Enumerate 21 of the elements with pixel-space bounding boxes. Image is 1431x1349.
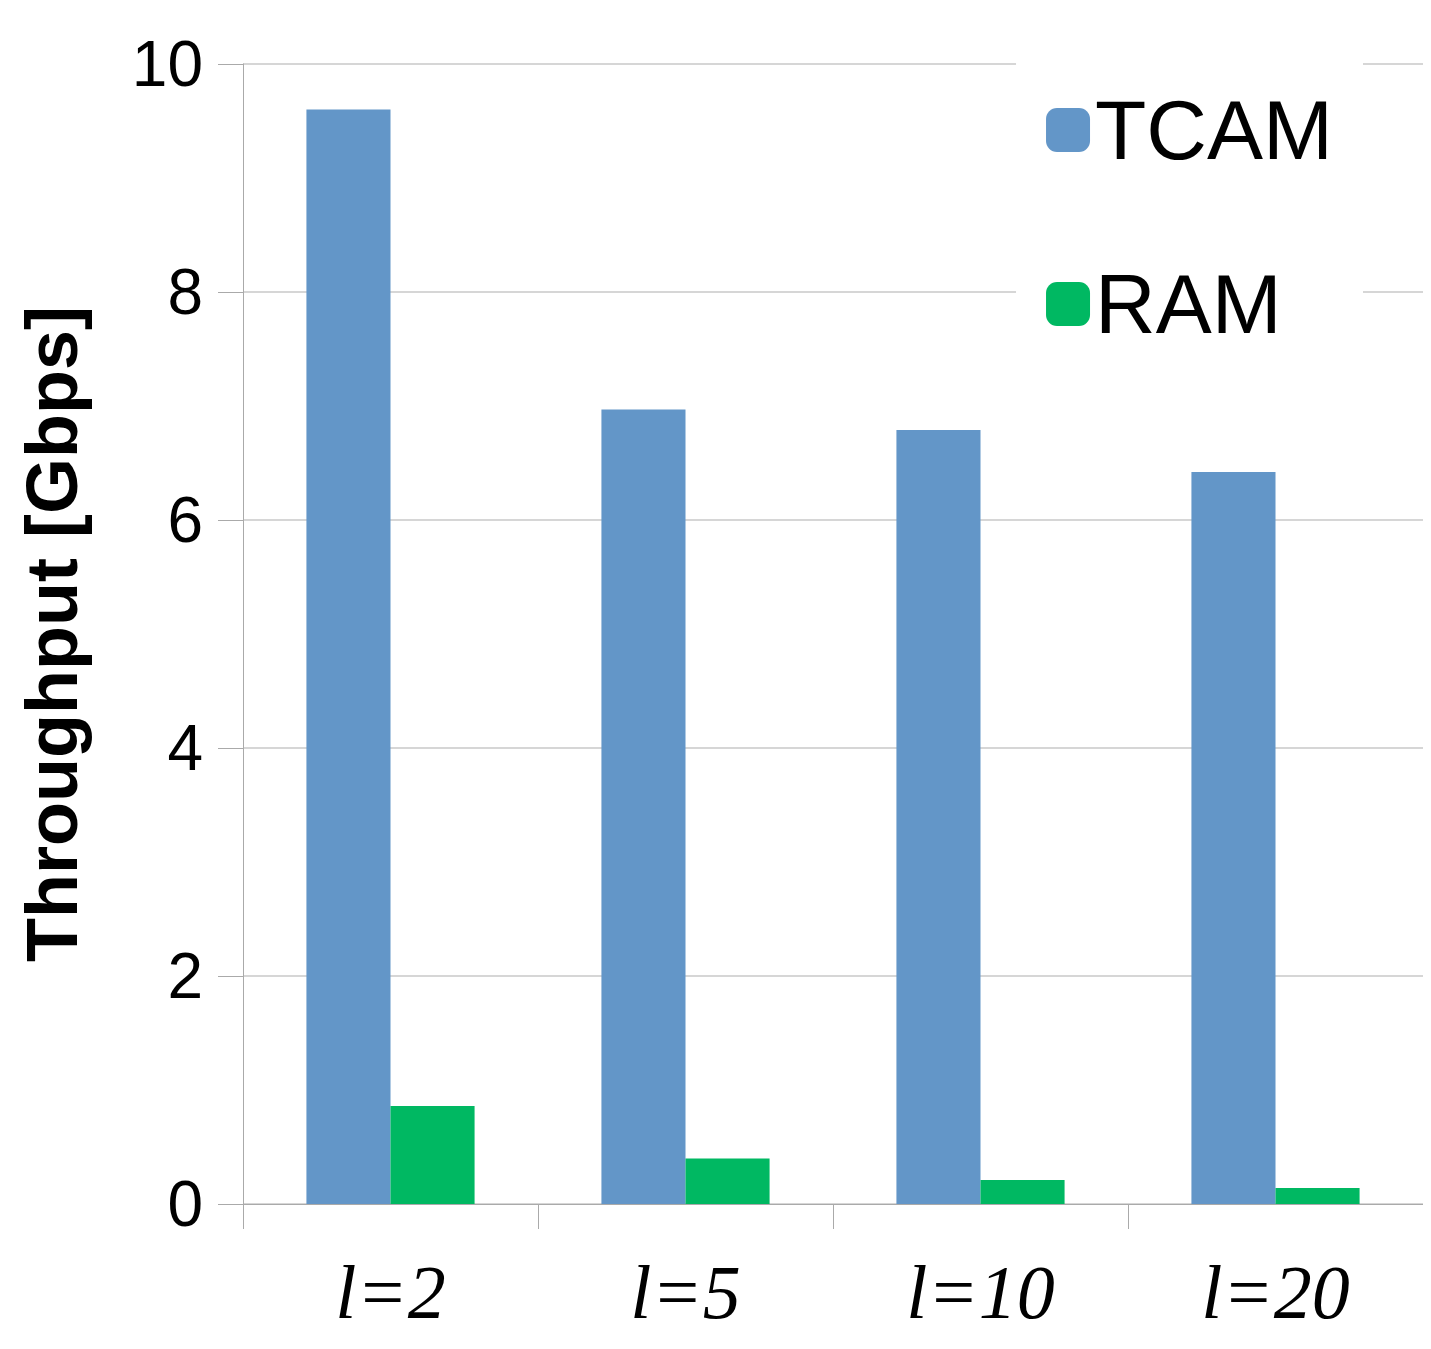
y-tick-label: 8 <box>167 256 203 328</box>
x-tick-label: l=5 <box>630 1250 741 1334</box>
x-tick-label: l=2 <box>335 1250 446 1334</box>
x-tick-label: l=10 <box>906 1250 1055 1334</box>
x-tick-label: l=20 <box>1201 1250 1350 1334</box>
legend-label: TCAM <box>1095 83 1334 177</box>
y-tick-label: 0 <box>167 1168 203 1240</box>
bar <box>601 409 686 1204</box>
bar <box>896 429 981 1204</box>
bar <box>1191 472 1276 1204</box>
bar <box>980 1180 1065 1204</box>
legend-label: RAM <box>1095 257 1282 351</box>
bar <box>1275 1188 1360 1204</box>
y-tick-label: 4 <box>167 712 203 784</box>
y-tick-label: 2 <box>167 940 203 1012</box>
bar <box>390 1105 475 1204</box>
y-tick-label: 10 <box>131 28 203 100</box>
y-axis-title: Throughput [Gbps] <box>12 306 92 962</box>
y-tick-label: 6 <box>167 484 203 556</box>
bar <box>685 1158 770 1204</box>
bar <box>306 109 391 1204</box>
